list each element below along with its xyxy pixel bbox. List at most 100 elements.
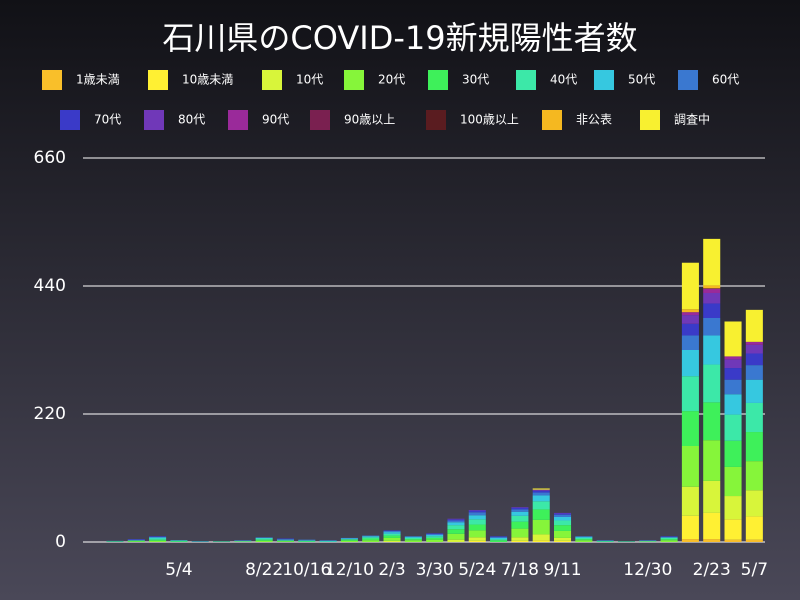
legend-label: 60代 xyxy=(712,73,739,87)
bar-segment xyxy=(383,537,401,541)
bar-segment xyxy=(255,537,273,538)
bar-segment xyxy=(127,541,145,542)
bar-segment xyxy=(447,529,465,534)
bar-segment xyxy=(554,540,572,542)
bar-segment xyxy=(447,525,465,530)
bar-segment xyxy=(383,535,401,538)
legend-swatch xyxy=(594,70,614,90)
bar-segment xyxy=(532,540,550,542)
bar-segment xyxy=(575,540,593,542)
bar-segment xyxy=(681,446,699,487)
x-tick-label: 2/3 xyxy=(378,560,405,580)
bar-segment xyxy=(404,539,422,541)
bar-segment xyxy=(745,309,763,342)
bar-segment xyxy=(276,540,294,542)
bar-segment xyxy=(149,536,167,538)
bar-segment xyxy=(127,540,145,542)
bar-segment xyxy=(447,533,465,540)
bar-segment xyxy=(703,364,721,403)
bar-segment xyxy=(170,541,188,542)
bar-segment xyxy=(681,262,699,310)
bar-segment xyxy=(468,515,486,520)
legend-label: 10歳未満 xyxy=(182,73,233,87)
bar-segment xyxy=(532,489,550,491)
legend-label: 10代 xyxy=(296,73,323,87)
bar-segment xyxy=(447,518,465,520)
bar-segment xyxy=(660,536,678,537)
bar-segment xyxy=(681,376,699,412)
y-tick-label: 220 xyxy=(34,404,66,424)
bar-segment xyxy=(404,536,422,538)
bar-segment xyxy=(532,501,550,510)
bar-segment xyxy=(639,540,657,541)
bar-segment xyxy=(468,540,486,542)
bar-segment xyxy=(170,540,188,541)
legend-label: 80代 xyxy=(178,113,205,127)
bar-segment xyxy=(681,312,699,316)
bar-segment xyxy=(213,541,231,542)
bar-segment xyxy=(276,539,294,540)
bar-segment xyxy=(724,394,742,415)
y-tick-label: 660 xyxy=(34,148,66,168)
bar-segment xyxy=(681,515,699,540)
bar-segment xyxy=(468,530,486,538)
bar-segment xyxy=(298,540,316,541)
bar-segment xyxy=(298,539,316,541)
bar-segment xyxy=(447,520,465,523)
bar-segment xyxy=(511,511,529,516)
bar-segment xyxy=(703,288,721,293)
bar-segment xyxy=(490,540,508,542)
legend-label: 50代 xyxy=(628,73,655,87)
bar-segment xyxy=(319,540,337,541)
bar-segment xyxy=(511,528,529,538)
legend-swatch xyxy=(310,110,330,130)
bar-segment xyxy=(426,533,444,536)
legend-label: 20代 xyxy=(378,73,405,87)
bar-segment xyxy=(681,350,699,377)
bar-segment xyxy=(511,509,529,512)
bar-segment xyxy=(149,540,167,542)
bar-segment xyxy=(703,335,721,365)
bar-segment xyxy=(660,537,678,538)
legend-swatch xyxy=(42,70,62,90)
bar-segment xyxy=(383,532,401,534)
bar-segment xyxy=(703,440,721,481)
bar-segment xyxy=(362,537,380,539)
bar-segment xyxy=(490,536,508,537)
bar-segment xyxy=(724,359,742,369)
bar-segment xyxy=(127,540,145,541)
bar-segment xyxy=(255,537,273,539)
legend-swatch xyxy=(640,110,660,130)
bar-segment xyxy=(340,539,358,540)
bar-segment xyxy=(724,496,742,520)
bar-segment xyxy=(319,540,337,542)
bar-segment xyxy=(554,516,572,521)
bar-segment xyxy=(745,461,763,491)
bar-segment xyxy=(532,492,550,496)
bar-segment xyxy=(340,538,358,540)
bar-segment xyxy=(745,432,763,462)
y-tick-label: 440 xyxy=(34,276,66,296)
bar-segment xyxy=(426,535,444,537)
bar-segment xyxy=(745,539,763,542)
bar-segment xyxy=(490,537,508,540)
bar-segment xyxy=(745,353,763,366)
bar-segment xyxy=(724,379,742,395)
bar-segment xyxy=(490,536,508,538)
bar-segment xyxy=(234,540,252,542)
legend-swatch xyxy=(144,110,164,130)
bar-segment xyxy=(149,537,167,539)
bar-segment xyxy=(554,525,572,531)
bar-segment xyxy=(468,510,486,511)
bar-segment xyxy=(234,540,252,541)
bar-segment xyxy=(447,519,465,521)
legend-label: 1歳未満 xyxy=(76,73,120,87)
bar-segment xyxy=(447,539,465,542)
bar-segment xyxy=(681,323,699,336)
bar-segment xyxy=(575,536,593,537)
bar-segment xyxy=(149,536,167,537)
legend-label: 70代 xyxy=(94,113,121,127)
bar-segment xyxy=(554,513,572,515)
